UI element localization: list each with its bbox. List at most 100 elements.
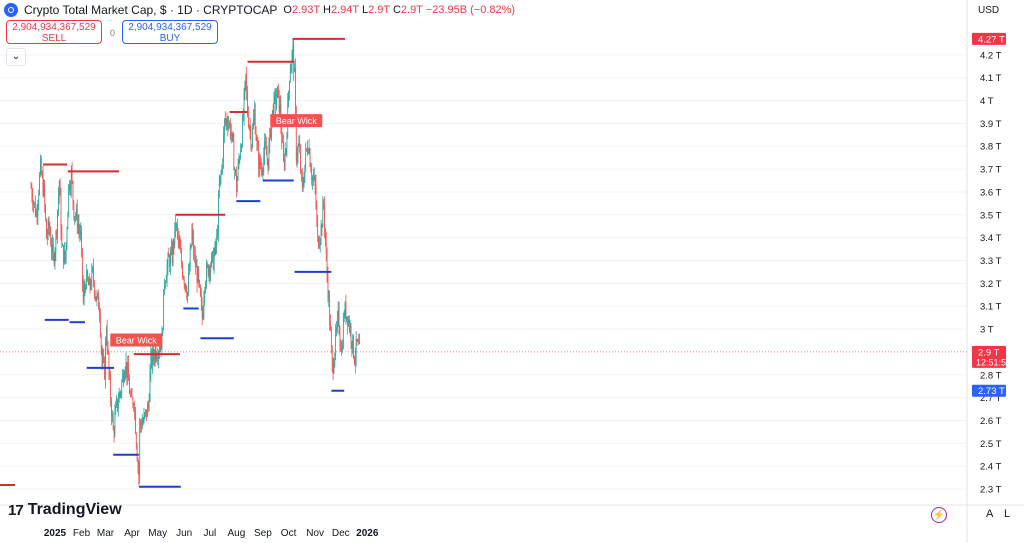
candle-body <box>75 216 76 217</box>
candle-body <box>32 197 34 206</box>
candle-body <box>73 200 75 219</box>
candle-body <box>270 129 271 138</box>
candle-body <box>148 401 150 407</box>
candle-body <box>230 123 231 136</box>
candle-body <box>260 167 262 171</box>
sell-button[interactable]: 2,904,934,367,529 SELL <box>6 20 102 44</box>
candle-body <box>62 245 64 246</box>
candle-body <box>252 128 253 147</box>
symbol-title[interactable]: Crypto Total Market Cap, $ · 1D · CRYPTO… <box>24 3 278 17</box>
auto-scale-button[interactable]: A <box>986 508 994 520</box>
candle-body <box>330 323 331 331</box>
candle-body <box>261 170 263 172</box>
candle-body <box>338 308 340 333</box>
buy-button[interactable]: 2,904,934,367,529 BUY <box>122 20 218 44</box>
candle-body <box>68 184 70 214</box>
candle-body <box>228 124 230 128</box>
candle-body <box>230 133 232 136</box>
candle-body <box>189 248 191 269</box>
candle-body <box>118 393 120 403</box>
open-value: 2.93T <box>291 4 320 16</box>
high-value: 2.94T <box>330 4 359 16</box>
candle-body <box>294 67 295 73</box>
candle-body <box>87 270 88 280</box>
candle-body <box>103 357 105 359</box>
candle-body <box>281 126 283 143</box>
candle-body <box>269 129 271 145</box>
x-tick-label: Mar <box>97 528 115 539</box>
candle-body <box>224 119 225 135</box>
candle-body <box>299 142 301 153</box>
candle-body <box>105 329 107 343</box>
candle-body <box>80 231 82 235</box>
candle-body <box>253 118 254 129</box>
candle-body <box>301 172 303 187</box>
candle-body <box>318 236 319 248</box>
candle-body <box>108 352 110 373</box>
candle-body <box>273 95 275 119</box>
candle-body <box>220 173 222 177</box>
candle-body <box>262 169 264 172</box>
sell-label: SELL <box>41 33 67 44</box>
candle-body <box>156 358 158 360</box>
candle-body <box>66 229 68 243</box>
candle-body <box>40 159 41 175</box>
collapse-legend-chevron-icon[interactable]: ⌄ <box>6 48 26 66</box>
tradingview-logo[interactable]: 17 TradingView <box>8 501 122 519</box>
candle-body <box>163 289 165 330</box>
candle-body <box>209 267 211 275</box>
candle-body <box>129 393 131 395</box>
candle-body <box>70 188 71 191</box>
candle-body <box>307 148 308 153</box>
candle-body <box>56 232 58 234</box>
candle-body <box>162 329 164 333</box>
y-tick-label: 2.7 T <box>980 393 1002 404</box>
candle-body <box>147 404 148 417</box>
change-value: −23.95B (−0.82%) <box>425 4 516 16</box>
candle-body <box>305 148 307 165</box>
candle-body <box>257 141 259 150</box>
candle-body <box>256 139 258 142</box>
candle-body <box>289 72 291 82</box>
candle-body <box>196 265 198 283</box>
candle-body <box>219 176 221 184</box>
candle-body <box>251 145 253 147</box>
candle-body <box>141 424 142 429</box>
candle-body <box>264 141 265 156</box>
candle-body <box>335 330 336 354</box>
candle-body <box>137 460 139 466</box>
candle-body <box>277 86 279 91</box>
x-tick-label: Dec <box>332 528 350 539</box>
candle-body <box>242 115 244 119</box>
currency-label[interactable]: USD <box>978 5 1000 16</box>
candle-body <box>304 164 306 182</box>
candle-body <box>89 278 91 287</box>
y-tick-label: 2.8 T <box>980 370 1002 381</box>
x-tick-label: Nov <box>306 528 324 539</box>
candle-body <box>147 404 149 407</box>
candle-body <box>240 149 242 159</box>
annotation-label-bg <box>270 114 323 128</box>
candle-body <box>218 183 220 197</box>
lightning-icon[interactable]: ⚡ <box>931 507 947 523</box>
candle-body <box>229 123 230 125</box>
price-badge-countdown: 12:51:53 <box>976 357 1011 367</box>
candle-body <box>107 348 109 353</box>
y-tick-label: 3.1 T <box>980 302 1002 313</box>
candle-body <box>52 244 54 256</box>
x-tick-label: May <box>148 528 167 539</box>
candle-body <box>33 202 34 206</box>
candle-body <box>221 167 223 174</box>
candle-body <box>71 168 73 182</box>
candle-body <box>283 159 285 166</box>
candle-body <box>114 414 116 433</box>
candle-body <box>57 210 58 234</box>
candle-body <box>31 187 33 198</box>
candle-body <box>153 349 154 358</box>
candle-body <box>238 159 240 164</box>
candle-body <box>331 330 332 347</box>
candle-body <box>177 224 178 232</box>
log-scale-button[interactable]: L <box>1004 508 1011 520</box>
candle-body <box>310 165 312 173</box>
